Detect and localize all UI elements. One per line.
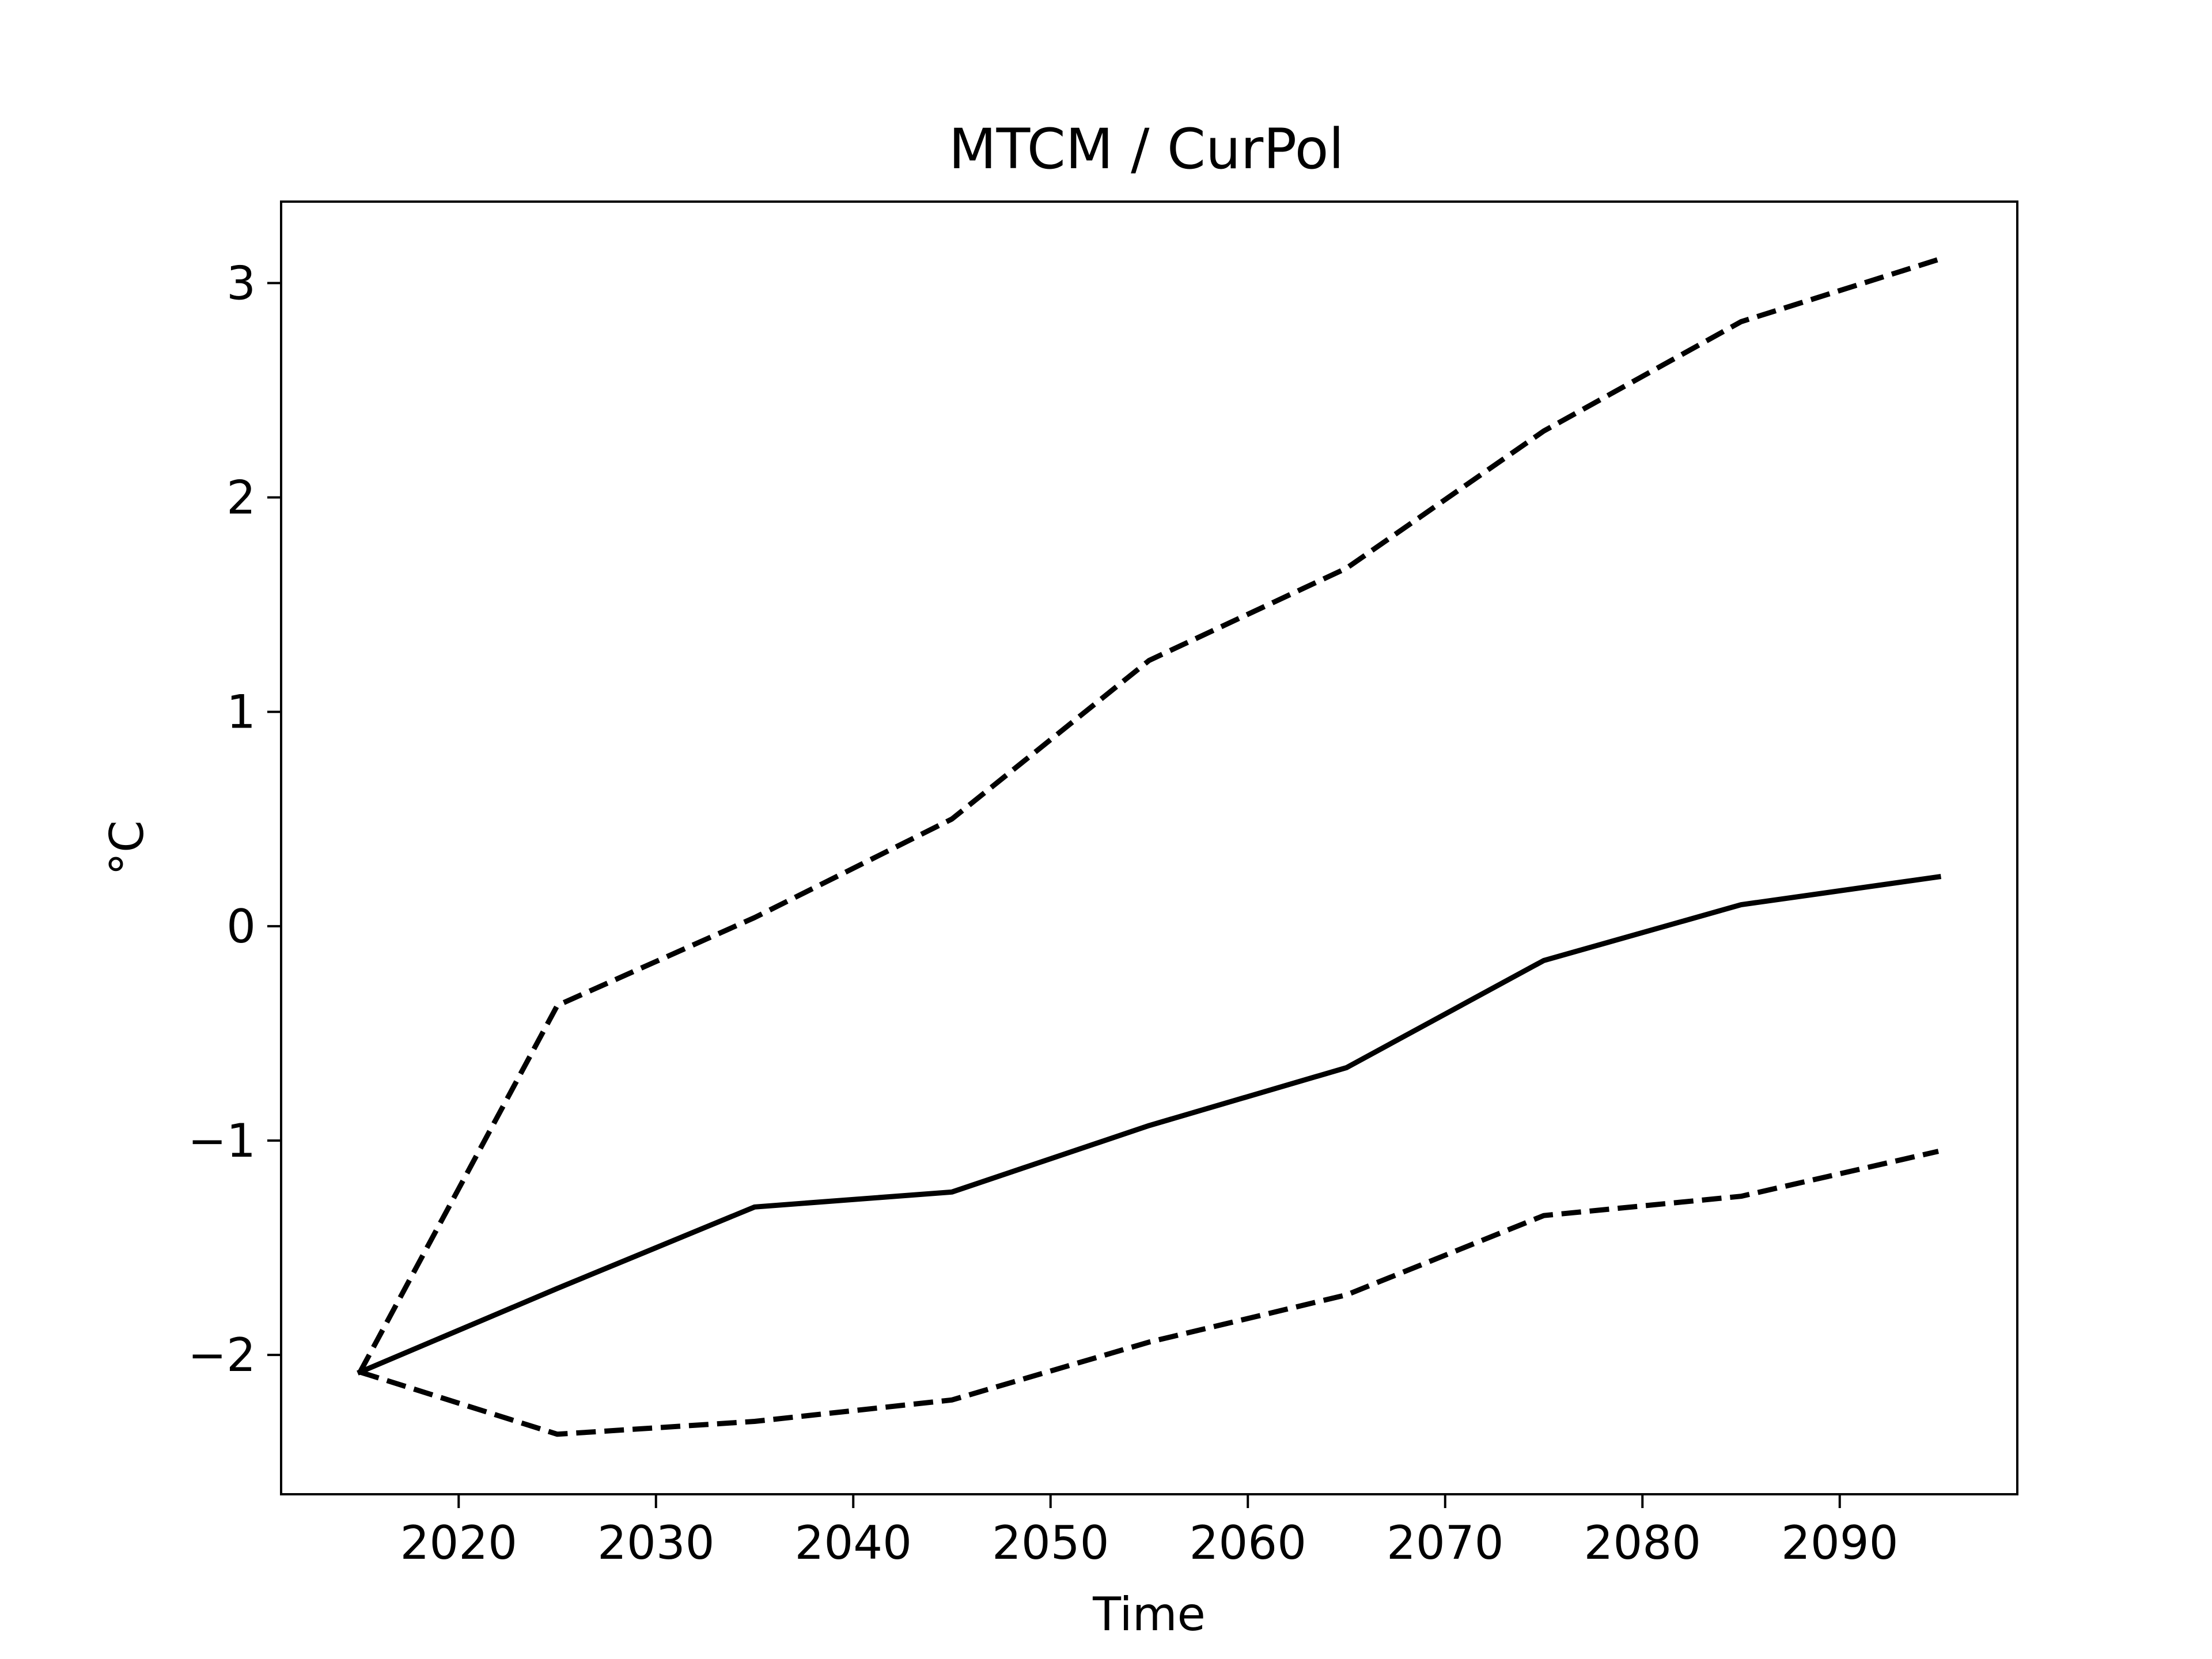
y-tick-label: −2: [188, 1328, 256, 1382]
x-tick-label: 2060: [1189, 1516, 1306, 1570]
y-tick-label: 3: [226, 256, 256, 310]
chart-title: MTCM / CurPol: [949, 117, 1344, 181]
upper-bound-dashed-line: [358, 257, 1940, 1374]
y-tick-label: −1: [188, 1114, 256, 1168]
lower-bound-dashed-line: [359, 1149, 1940, 1437]
plot-frame: [280, 200, 2018, 1495]
y-axis-label: °C: [100, 820, 154, 876]
y-tick-label: 1: [226, 685, 256, 739]
y-tick-label: 0: [226, 900, 256, 953]
x-axis-label: Time: [1092, 1588, 1206, 1641]
series-layer: [357, 257, 1942, 1437]
x-tick-label: 2080: [1584, 1516, 1701, 1570]
x-tick-label: 2050: [992, 1516, 1109, 1570]
x-tick-label: 2020: [400, 1516, 517, 1570]
x-axis-ticks: 2020 2030 2040 2050 2060 2070 2080 2090: [400, 1494, 1899, 1570]
x-tick-label: 2030: [597, 1516, 715, 1570]
x-tick-label: 2040: [794, 1516, 912, 1570]
x-tick-label: 2090: [1781, 1516, 1899, 1570]
y-tick-label: 2: [226, 471, 256, 525]
x-tick-label: 2070: [1387, 1516, 1504, 1570]
y-axis-ticks: −2 −1 0 1 2 3: [188, 256, 281, 1382]
median-solid-line: [357, 874, 1942, 1376]
